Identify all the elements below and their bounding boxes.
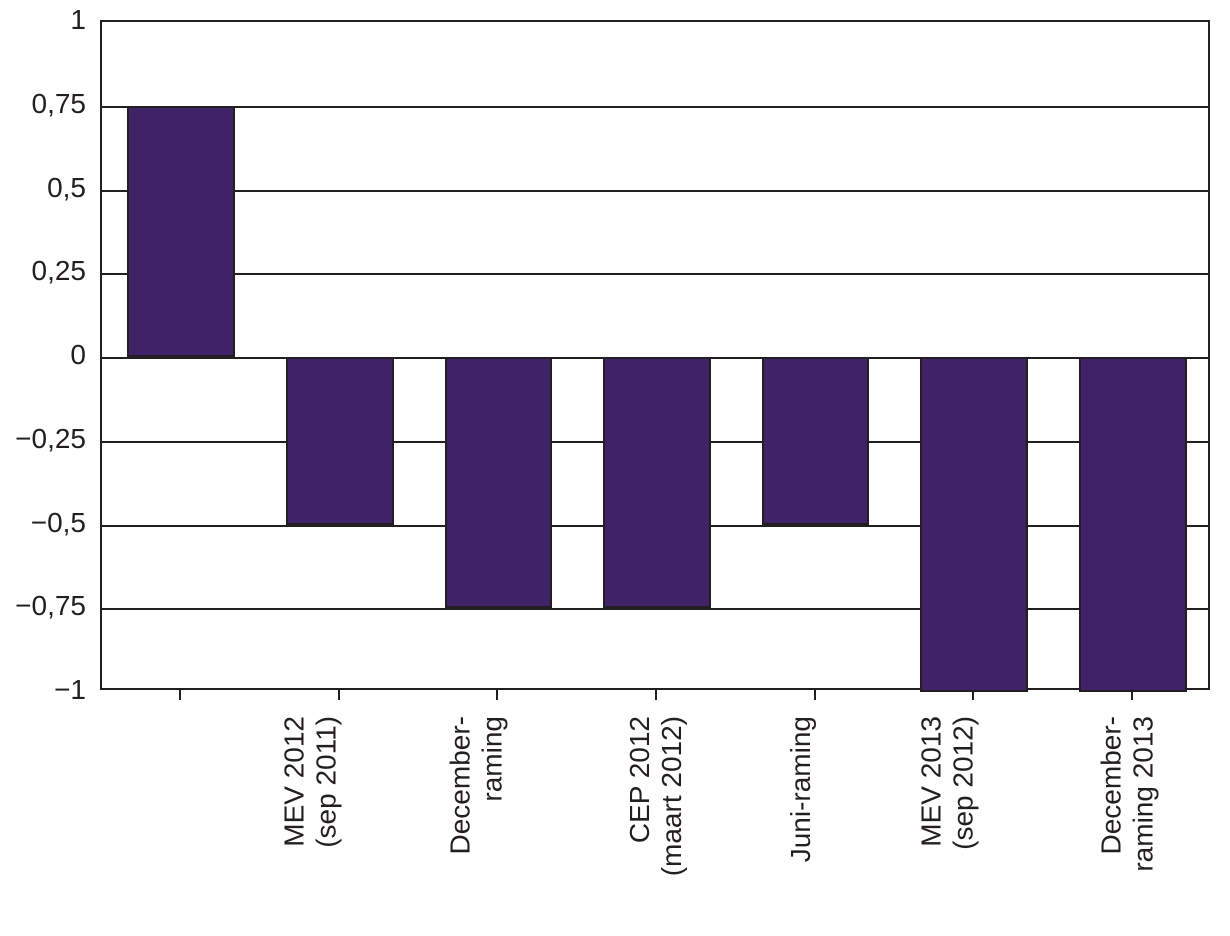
y-tick-label: −0,5 <box>0 507 86 539</box>
x-category-label: December- raming 2013 <box>1096 716 1160 872</box>
y-tick-label: −0,75 <box>0 590 86 622</box>
x-category-label: CEP 2012 (maart 2012) <box>625 716 689 876</box>
x-tick <box>972 690 974 700</box>
plot-area <box>100 20 1210 690</box>
bar <box>920 357 1028 692</box>
x-category-label: MEV 2013 (sep 2012) <box>915 716 979 850</box>
y-tick-label: 0,75 <box>0 88 86 120</box>
bar <box>1079 357 1187 692</box>
y-tick-label: 0,25 <box>0 255 86 287</box>
gridline <box>102 273 1208 275</box>
bar <box>127 106 235 357</box>
gridline <box>102 608 1208 610</box>
bar <box>603 357 711 608</box>
y-tick-label: −1 <box>0 674 86 706</box>
x-tick <box>1131 690 1133 700</box>
y-tick-label: 0,5 <box>0 172 86 204</box>
y-tick-label: 1 <box>0 4 86 36</box>
x-tick <box>655 690 657 700</box>
gridline <box>102 190 1208 192</box>
x-category-label: December- raming <box>444 716 508 854</box>
x-category-label: Juni-raming <box>785 716 817 862</box>
bar <box>286 357 394 525</box>
x-tick <box>338 690 340 700</box>
gridline <box>102 106 1208 108</box>
x-category-label: MEV 2012 (sep 2011) <box>279 716 343 848</box>
bar <box>445 357 553 608</box>
y-tick-label: −0,25 <box>0 423 86 455</box>
x-tick <box>814 690 816 700</box>
x-tick <box>179 690 181 700</box>
x-tick <box>496 690 498 700</box>
y-tick-label: 0 <box>0 339 86 371</box>
bar-chart: −1 −0,75 −0,5 −0,25 0 0,25 0,5 0,75 1 MEV 2012 (… <box>0 0 1230 936</box>
bar <box>762 357 870 525</box>
